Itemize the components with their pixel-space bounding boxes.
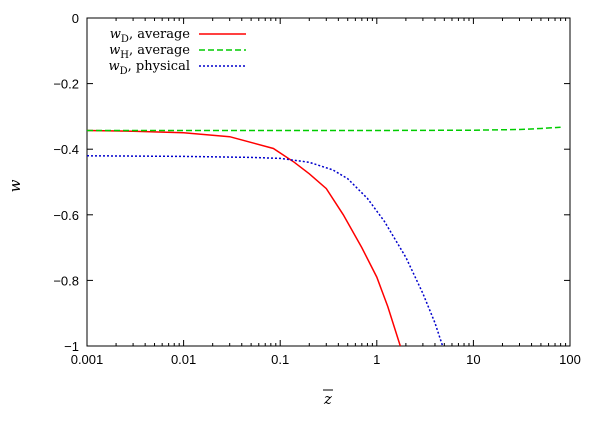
x-tick-label: 1	[373, 352, 380, 367]
x-tick-label: 100	[559, 352, 581, 367]
series-line-1	[86, 129, 402, 347]
x-tick-label: 10	[466, 352, 480, 367]
y-tick-label: −0.6	[53, 208, 79, 223]
legend-label-2: wH, average	[109, 43, 190, 61]
y-axis-title: w	[6, 179, 24, 192]
y-tick-label: −1	[64, 339, 79, 354]
x-tick-label: 0.001	[71, 352, 104, 367]
plot-frame	[86, 17, 571, 347]
axis-ticks: 0.001 0.01 0.1 1 10 100 0 −0.2 −0.4 −0.6 −0.8 −1	[53, 11, 581, 367]
legend-label-3: wD, physical	[109, 59, 191, 77]
series-line-3	[86, 155, 444, 347]
series-line-2	[87, 126, 561, 132]
series-layer	[86, 126, 561, 347]
y-tick-label: −0.4	[53, 142, 79, 157]
legend-label-1: wD, average	[110, 27, 191, 45]
x-tick-label: 0.01	[171, 352, 196, 367]
x-axis-title: z	[323, 390, 332, 408]
y-tick-label: −0.2	[53, 77, 79, 92]
x-tick-label: 0.1	[271, 352, 289, 367]
y-tick-label: 0	[72, 11, 79, 26]
y-tick-label: −0.8	[53, 273, 79, 288]
